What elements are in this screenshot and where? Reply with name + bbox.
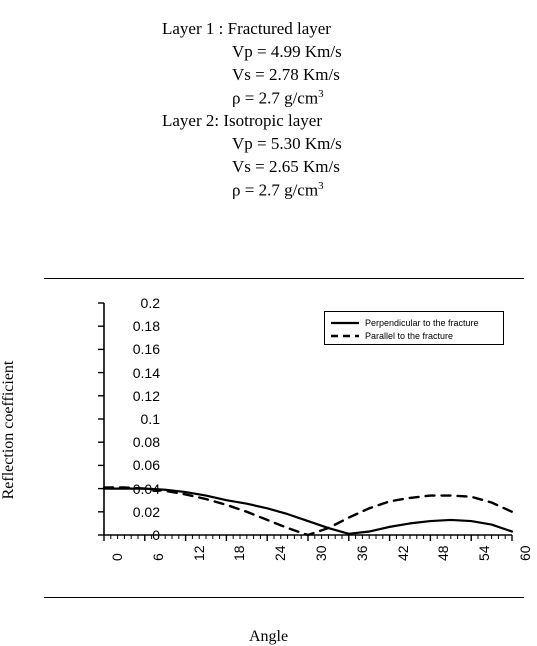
layer2-rho-val: ρ = 2.7 g/cm: [232, 181, 318, 200]
y-tick-label: 0.02: [110, 504, 160, 520]
x-tick-label: 12: [191, 545, 207, 561]
chart-container: Perpendicular to the fracture Parallel t…: [44, 278, 524, 598]
layer2-rho: ρ = 2.7 g/cm3: [232, 179, 342, 203]
y-tick-label: 0.06: [110, 457, 160, 473]
layer2-vp: Vp = 5.30 Km/s: [232, 133, 342, 156]
layer1-vs: Vs = 2.78 Km/s: [232, 64, 342, 87]
x-tick-label: 6: [150, 553, 166, 561]
y-axis-label: Reflection coefficient: [0, 361, 18, 500]
x-tick-label: 18: [231, 545, 247, 561]
layer2-rho-sup: 3: [318, 180, 324, 192]
x-tick-label: 60: [517, 545, 533, 561]
y-tick-label: 0.1: [110, 411, 160, 427]
x-tick-label: 42: [395, 545, 411, 561]
layer1-rho-sup: 3: [318, 88, 324, 100]
layer-parameters-block: Layer 1 : Fractured layer Vp = 4.99 Km/s…: [162, 18, 342, 203]
y-tick-label: 0: [110, 527, 160, 543]
legend: Perpendicular to the fracture Parallel t…: [324, 311, 504, 345]
y-tick-label: 0.14: [110, 365, 160, 381]
layer1-rho: ρ = 2.7 g/cm3: [232, 87, 342, 111]
legend-item-perpendicular: Perpendicular to the fracture: [331, 317, 497, 329]
x-tick-label: 30: [313, 545, 329, 561]
layer1-rho-val: ρ = 2.7 g/cm: [232, 88, 318, 107]
legend-swatch-perpendicular: [331, 318, 359, 328]
legend-label-parallel: Parallel to the fracture: [365, 330, 453, 342]
page: Layer 1 : Fractured layer Vp = 4.99 Km/s…: [0, 0, 537, 645]
x-tick-label: 54: [476, 545, 492, 561]
layer1-vp: Vp = 4.99 Km/s: [232, 41, 342, 64]
x-tick-label: 24: [272, 545, 288, 561]
x-tick-label: 36: [354, 545, 370, 561]
y-tick-label: 0.18: [110, 318, 160, 334]
legend-label-perpendicular: Perpendicular to the fracture: [365, 317, 479, 329]
layer2-title: Layer 2: Isotropic layer: [162, 110, 342, 133]
y-tick-label: 0.16: [110, 341, 160, 357]
x-tick-label: 0: [109, 553, 125, 561]
y-tick-label: 0.08: [110, 434, 160, 450]
legend-item-parallel: Parallel to the fracture: [331, 330, 497, 342]
plot-area: Perpendicular to the fracture Parallel t…: [104, 303, 512, 535]
layer2-vs: Vs = 2.65 Km/s: [232, 156, 342, 179]
y-tick-label: 0.04: [110, 481, 160, 497]
legend-swatch-parallel: [331, 331, 359, 341]
y-tick-label: 0.2: [110, 295, 160, 311]
y-tick-label: 0.12: [110, 388, 160, 404]
layer1-title: Layer 1 : Fractured layer: [162, 18, 342, 41]
x-axis-label: Angle: [0, 628, 537, 646]
x-tick-label: 48: [435, 545, 451, 561]
